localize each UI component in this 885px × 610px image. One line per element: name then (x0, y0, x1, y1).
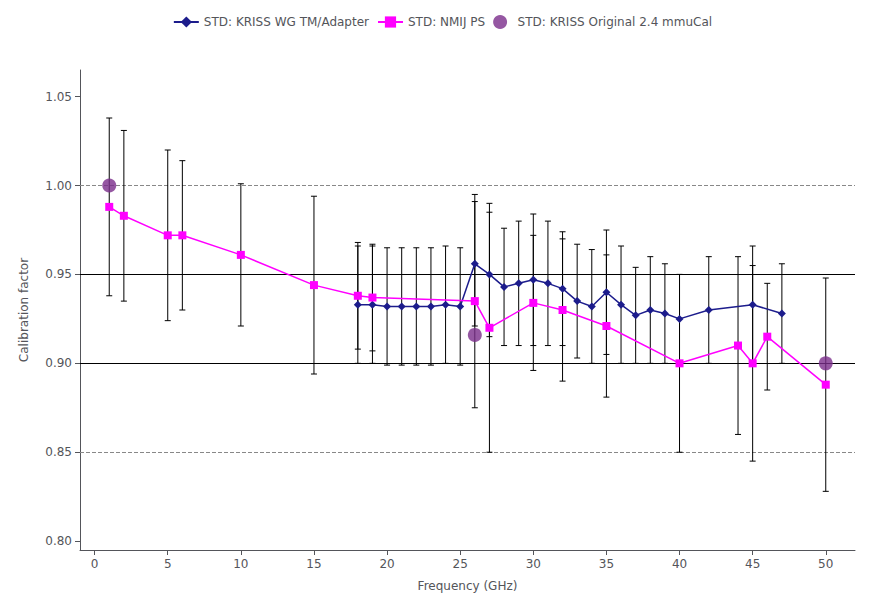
svg-text:45: 45 (745, 557, 760, 571)
svg-text:15: 15 (306, 557, 321, 571)
svg-text:0.85: 0.85 (45, 445, 72, 459)
svg-text:Frequency (GHz): Frequency (GHz) (418, 579, 518, 593)
svg-text:0.80: 0.80 (45, 534, 72, 548)
svg-text:30: 30 (526, 557, 541, 571)
svg-text:1.00: 1.00 (45, 179, 72, 193)
svg-text:35: 35 (599, 557, 614, 571)
svg-text:STD: NMIJ PS: STD: NMIJ PS (408, 15, 485, 29)
svg-text:0: 0 (91, 557, 99, 571)
svg-text:50: 50 (818, 557, 833, 571)
svg-text:Calibration factor: Calibration factor (17, 258, 31, 362)
svg-text:0.95: 0.95 (45, 267, 72, 281)
svg-text:40: 40 (672, 557, 687, 571)
svg-text:STD: KRISS WG TM/Adapter: STD: KRISS WG TM/Adapter (204, 15, 369, 29)
svg-text:1.05: 1.05 (45, 90, 72, 104)
svg-text:STD: KRISS Original 2.4 mmuCal: STD: KRISS Original 2.4 mmuCal (518, 15, 713, 29)
svg-text:20: 20 (379, 557, 394, 571)
svg-text:0.90: 0.90 (45, 356, 72, 370)
svg-text:25: 25 (453, 557, 468, 571)
svg-text:5: 5 (164, 557, 172, 571)
svg-text:10: 10 (233, 557, 248, 571)
